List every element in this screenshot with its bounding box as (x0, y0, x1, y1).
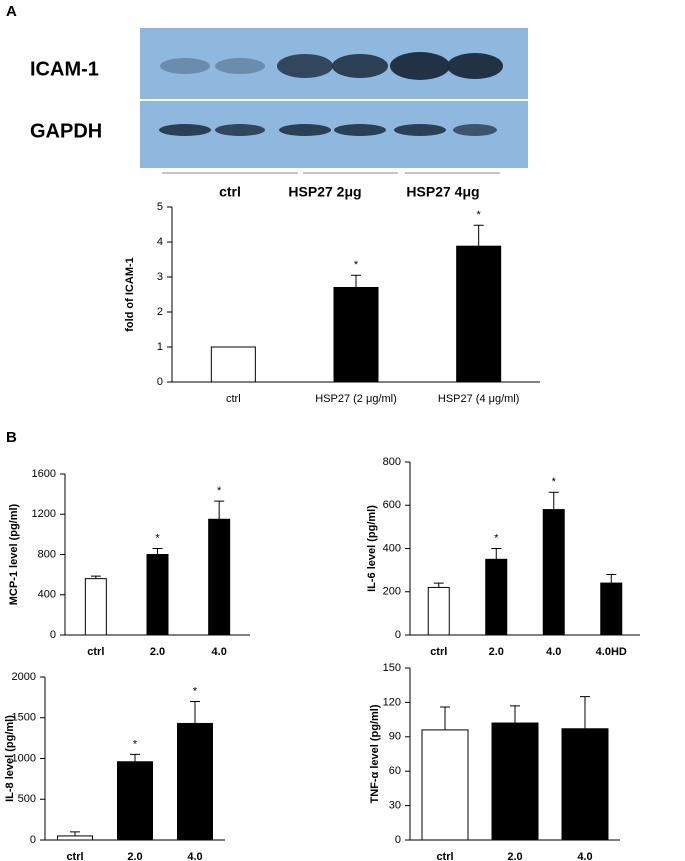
y-tick-label: 200 (383, 586, 401, 598)
y-axis-label: fold of ICAM-1 (124, 257, 136, 332)
x-tick-label: ctrl (66, 851, 83, 861)
y-tick-label: 1200 (32, 508, 56, 520)
y-tick-label: 60 (389, 765, 401, 777)
significance-marker: * (477, 209, 482, 221)
error-bar (580, 696, 590, 729)
y-tick-label: 3 (157, 271, 163, 283)
error-bar (214, 500, 225, 520)
y-tick-label: 800 (383, 456, 401, 468)
x-tick-label: ctrl (87, 646, 104, 658)
significance-marker: * (217, 485, 222, 497)
x-tick-label: 2.0 (127, 851, 142, 861)
error-bar (433, 582, 444, 588)
y-tick-label: 800 (38, 548, 56, 560)
error-bar (130, 753, 140, 762)
bar (600, 582, 623, 636)
bar (117, 761, 153, 841)
significance-marker: * (552, 476, 557, 488)
group-label: HSP27 2μg (288, 184, 361, 200)
y-tick-label: 400 (38, 589, 56, 601)
group-label: HSP27 4μg (406, 184, 479, 200)
bar (427, 586, 450, 636)
y-tick-label: 90 (389, 731, 401, 743)
error-bar (548, 491, 559, 510)
significance-marker: * (193, 685, 198, 697)
y-tick-label: 30 (389, 800, 401, 812)
error-bar (152, 547, 163, 555)
y-tick-label: 2000 (12, 671, 36, 683)
bar (491, 722, 539, 841)
bar (177, 722, 213, 841)
bar (421, 729, 469, 841)
error-bar (510, 705, 520, 724)
bar (561, 728, 609, 841)
y-axis-label: MCP-1 level (pg/ml) (8, 503, 20, 605)
error-bar (473, 224, 484, 247)
y-tick-label: 5 (157, 201, 163, 213)
x-tick-label: 4.0 (187, 851, 202, 861)
error-bar (351, 274, 361, 288)
x-tick-label: HSP27 (2 μg/ml) (315, 393, 397, 405)
x-tick-label: 4.0 (212, 646, 227, 658)
error-bar (90, 575, 101, 579)
significance-marker: * (133, 738, 138, 750)
bar (485, 558, 508, 636)
bar (542, 509, 565, 636)
y-tick-label: 1 (157, 341, 163, 353)
y-tick-label: 1000 (12, 752, 36, 764)
x-tick-label: 4.0 (577, 851, 592, 861)
x-tick-label: ctrl (430, 646, 447, 658)
x-tick-label: ctrl (226, 393, 241, 405)
x-tick-label: ctrl (436, 851, 453, 861)
y-tick-label: 600 (383, 499, 401, 511)
bar (333, 287, 379, 383)
y-tick-label: 2 (157, 306, 163, 318)
blot-bands (159, 52, 503, 136)
y-tick-label: 0 (157, 376, 163, 388)
blot-row-label: ICAM-1 (30, 58, 99, 80)
error-bar (70, 831, 80, 836)
bar (57, 835, 93, 841)
y-tick-label: 1500 (12, 712, 36, 724)
panel-label: B (6, 429, 17, 446)
group-label: ctrl (219, 184, 241, 200)
y-tick-label: 400 (383, 542, 401, 554)
bar (208, 518, 231, 636)
bar (210, 346, 256, 383)
error-bar (491, 548, 502, 560)
x-tick-label: 2.0 (150, 646, 165, 658)
significance-marker: * (494, 532, 499, 544)
x-tick-label: 2.0 (507, 851, 522, 861)
y-axis-label: IL-6 level (pg/ml) (366, 505, 378, 592)
y-axis-label: IL-8 level (pg/ml) (4, 715, 16, 802)
significance-marker: * (155, 532, 160, 544)
y-tick-label: 500 (18, 793, 36, 805)
error-bar (440, 706, 450, 730)
x-tick-label: 2.0 (489, 646, 504, 658)
error-bar (190, 700, 200, 724)
error-bar (606, 573, 617, 584)
y-tick-label: 0 (395, 834, 401, 846)
y-tick-label: 120 (383, 696, 401, 708)
panel-label: A (6, 3, 17, 20)
y-tick-label: 0 (50, 629, 56, 641)
bar (456, 245, 502, 383)
y-tick-label: 4 (157, 236, 163, 248)
blot-membrane (140, 28, 528, 168)
x-tick-label: 4.0HD (596, 646, 627, 658)
y-tick-label: 0 (395, 629, 401, 641)
y-tick-label: 1600 (32, 468, 56, 480)
bar (84, 578, 107, 636)
y-axis-label: TNF-α level (pg/ml) (369, 704, 381, 803)
x-tick-label: 4.0 (546, 646, 561, 658)
blot-row-label: GAPDH (30, 120, 102, 142)
bar (146, 554, 169, 636)
y-tick-label: 0 (30, 834, 36, 846)
y-tick-label: 150 (383, 662, 401, 674)
x-tick-label: HSP27 (4 μg/ml) (438, 393, 520, 405)
significance-marker: * (354, 259, 359, 271)
